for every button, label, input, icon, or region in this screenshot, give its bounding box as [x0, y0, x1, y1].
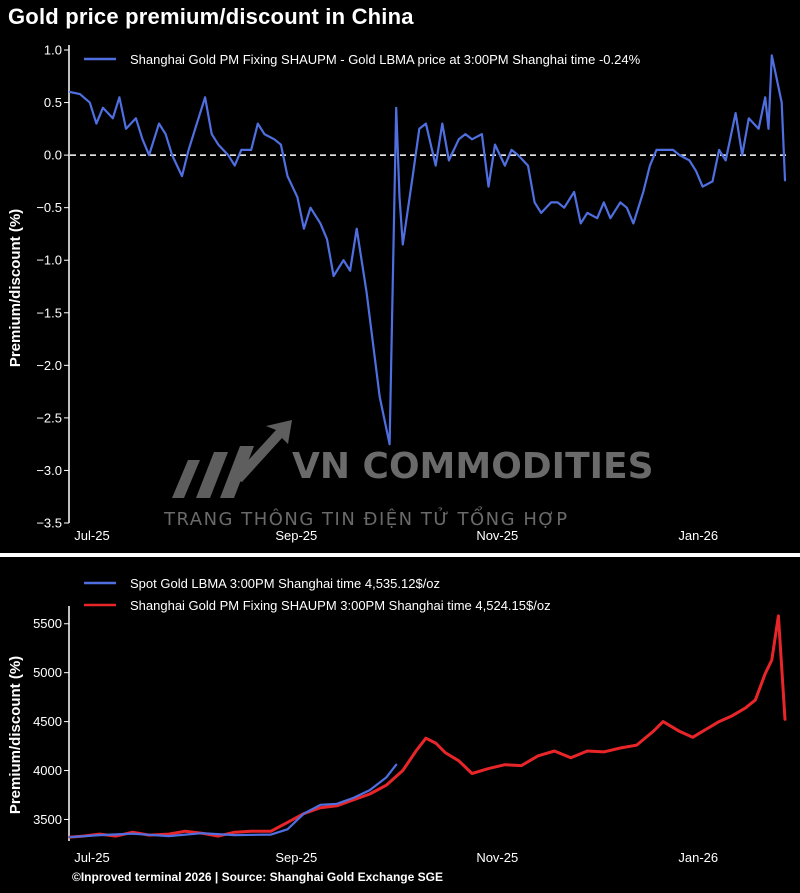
top-x-tick-label: Sep-25 [275, 528, 317, 543]
top-x-ticks: Jul-25 Sep-25 Nov-25 Jan-26 [74, 528, 718, 543]
top-y-axis-label: Premium/discount (%) [7, 209, 24, 367]
bottom-legend-label-red: Shanghai Gold PM Fixing SHAUPM 3:00PM Sh… [130, 598, 551, 613]
watermark: VN COMMODITIES TRANG THÔNG TIN ĐIỆN TỬ T… [163, 420, 654, 530]
bottom-series-line-blue [68, 763, 398, 839]
top-y-tick-label: −3.0 [36, 463, 62, 478]
top-legend: Shanghai Gold PM Fixing SHAUPM - Gold LB… [84, 52, 641, 67]
bottom-x-ticks: Jul-25 Sep-25 Nov-25 Jan-26 [74, 850, 718, 865]
top-x-tick-label: Nov-25 [476, 528, 518, 543]
top-y-tick-label: 0.5 [44, 95, 62, 110]
bottom-y-tick-label: 5000 [33, 665, 62, 680]
watermark-logo [172, 420, 292, 498]
top-x-tick-label: Jan-26 [678, 528, 718, 543]
bottom-x-tick-label: Nov-25 [476, 850, 518, 865]
top-y-tick-label: −1.5 [36, 305, 62, 320]
top-x-tick-label: Jul-25 [74, 528, 109, 543]
bottom-legend-label-blue: Spot Gold LBMA 3:00PM Shanghai time 4,53… [130, 576, 440, 591]
bottom-x-tick-label: Jul-25 [74, 850, 109, 865]
top-legend-label: Shanghai Gold PM Fixing SHAUPM - Gold LB… [130, 52, 641, 67]
bottom-series [68, 614, 787, 839]
top-y-tick-label: 0.0 [44, 148, 62, 163]
bottom-series-line-red [68, 614, 787, 839]
bottom-y-axis-label: Premium/discount (%) [7, 656, 24, 814]
bottom-x-tick-label: Sep-25 [275, 850, 317, 865]
top-series-line-blue [68, 54, 787, 446]
chart-title: Gold price premium/discount in China [8, 4, 414, 29]
source-footer: ©Inproved terminal 2026 | Source: Shangh… [72, 870, 443, 884]
top-series [68, 54, 787, 446]
top-y-tick-label: −2.0 [36, 358, 62, 373]
top-y-ticks: 1.0 0.5 0.0 −0.5 −1.0 −1.5 −2.0 −2.5 −3.0 −3.5 [36, 43, 69, 531]
bottom-y-tick-label: 4500 [33, 714, 62, 729]
bottom-y-tick-label: 3500 [33, 812, 62, 827]
top-y-tick-label: −3.5 [36, 516, 62, 531]
watermark-title: VN COMMODITIES [292, 446, 654, 487]
premium-chart: 1.0 0.5 0.0 −0.5 −1.0 −1.5 −2.0 −2.5 −3.0 −3.5 Ju… [7, 43, 790, 543]
bottom-legend: Spot Gold LBMA 3:00PM Shanghai time 4,53… [84, 576, 551, 613]
bottom-y-tick-label: 5500 [33, 616, 62, 631]
bottom-y-tick-label: 4000 [33, 763, 62, 778]
watermark-subtitle: TRANG THÔNG TIN ĐIỆN TỬ TỔNG HỢP [163, 506, 569, 530]
top-y-tick-label: 1.0 [44, 43, 62, 58]
top-y-tick-label: −2.5 [36, 410, 62, 425]
chart-divider [0, 553, 800, 557]
top-y-tick-label: −1.0 [36, 253, 62, 268]
bottom-x-tick-label: Jan-26 [678, 850, 718, 865]
bottom-y-ticks: 5500 5000 4500 4000 3500 [33, 616, 69, 827]
top-y-tick-label: −0.5 [36, 200, 62, 215]
